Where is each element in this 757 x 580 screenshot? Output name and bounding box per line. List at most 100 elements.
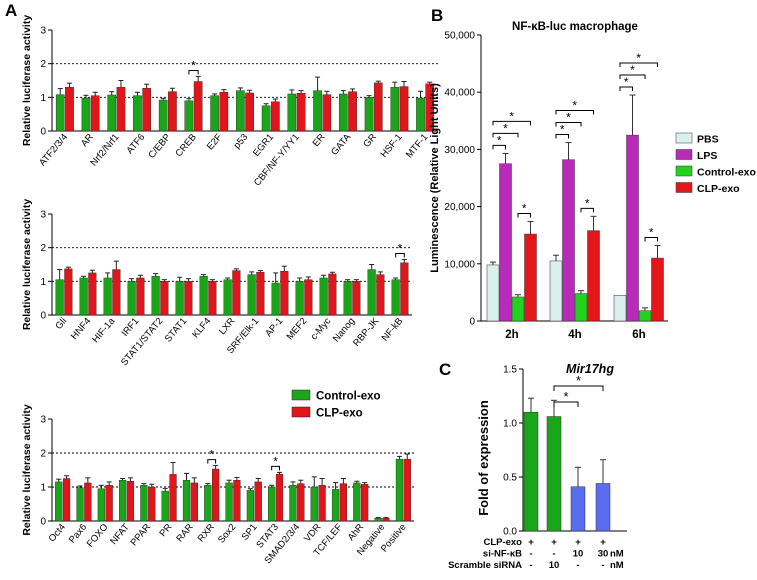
bar-clp-exo	[256, 272, 265, 316]
significance-bracket	[644, 236, 658, 242]
x-tick-label: NF-kB	[380, 316, 406, 344]
bar-control-exo	[204, 485, 212, 522]
significance-bracket	[492, 120, 531, 126]
y-axis-label: Relative luciferase activity	[21, 15, 33, 146]
significance-bracket	[492, 132, 519, 138]
bar-clp-exo	[304, 279, 313, 316]
bar-clp-exo	[64, 268, 73, 316]
bar-clp-exo	[62, 478, 71, 522]
bar-clp-exo	[339, 483, 347, 522]
bar-control-exo	[184, 100, 194, 132]
bar-clp-exo	[208, 281, 217, 316]
bar-control-exo	[133, 95, 142, 132]
x-tick-label: E2F	[205, 132, 225, 153]
bar-control-exo	[574, 293, 588, 322]
bar-clp-exo	[322, 94, 332, 132]
x-tick-label: HSF-1	[379, 132, 405, 160]
y-tick-label: 1	[40, 483, 46, 494]
bar-control-exo	[390, 87, 400, 132]
bar-control-exo	[225, 482, 233, 522]
bar-pbs	[549, 260, 563, 322]
y-tick-label: 2	[40, 243, 46, 254]
bar-clp-exo	[382, 518, 390, 522]
significance-bracket	[492, 144, 506, 150]
bar-control-exo	[151, 276, 160, 316]
bar-clp-exo	[112, 269, 121, 316]
significance-star: *	[576, 373, 581, 388]
significance-bracket	[207, 459, 217, 464]
significance-bracket	[553, 385, 604, 391]
y-tick-label: 3	[40, 26, 46, 37]
table-row-label: CLP-exo	[483, 537, 522, 548]
x-tick-label: IRF1	[120, 316, 142, 339]
y-tick-label: 1.5	[503, 365, 517, 376]
significance-star: *	[636, 51, 641, 65]
bar-control-exo	[182, 480, 191, 522]
bar-clp-exo	[271, 101, 280, 132]
significance-bracket	[619, 86, 633, 92]
x-tick-label: AP-1	[263, 316, 285, 339]
x-tick-label: FOXO	[85, 522, 111, 550]
x-tick-label: Oct4	[47, 522, 68, 544]
bar-clp-exo	[318, 485, 326, 522]
x-tick-label: LXR	[217, 316, 237, 337]
bar-clp-exo	[524, 233, 537, 322]
x-tick-label: PPAR	[129, 522, 154, 548]
bar-clp-exo	[232, 270, 241, 316]
x-tick-label: EGR1	[251, 132, 276, 159]
table-unit: nM	[610, 549, 624, 560]
bar-control-exo	[127, 281, 136, 316]
significance-bracket	[555, 122, 582, 127]
significance-star: *	[273, 454, 278, 468]
significance-star: *	[572, 99, 577, 113]
bar-clp-exo	[587, 230, 600, 322]
y-tick-label: 20,000	[444, 202, 475, 213]
bar-control-exo	[374, 518, 382, 522]
bar-clp-exo	[348, 91, 357, 132]
y-tick-label: 1	[40, 277, 46, 288]
legend-label: Control-exo	[697, 167, 756, 179]
significance-bracket	[395, 252, 405, 258]
x-tick-label: C/EBP	[146, 132, 173, 161]
bar-control-exo	[158, 99, 168, 132]
x-tick-label: PR	[158, 522, 175, 539]
table-cell: -	[529, 549, 532, 560]
bar-clp-exo	[90, 95, 100, 132]
bar-control-exo	[97, 488, 105, 522]
significance-bracket	[619, 62, 658, 68]
bar-control-exo	[271, 282, 280, 316]
bar-pbs	[613, 295, 627, 322]
bar-clp-exo	[116, 87, 126, 132]
y-tick-label: 3	[40, 210, 46, 221]
bar-lps	[562, 159, 575, 322]
x-tick-label: NFAT	[108, 522, 132, 547]
significance-star: *	[503, 121, 508, 135]
bar-clp-exo	[651, 257, 664, 322]
y-tick-label: 2	[40, 59, 46, 70]
y-tick-label: 0	[40, 311, 46, 322]
bar-lps	[499, 163, 512, 322]
bar-control-exo	[343, 281, 352, 316]
y-axis-label: Relative luciferase activity	[21, 404, 33, 535]
table-cell: +	[551, 537, 557, 548]
bar-control-exo	[261, 105, 271, 132]
x-tick-label: p53	[232, 132, 251, 151]
bar-clp-exo	[373, 82, 383, 132]
bar-control-exo	[210, 95, 219, 132]
bar-clp-exo	[142, 88, 152, 132]
bar-control-exo	[103, 277, 112, 316]
bar-control-exo	[367, 269, 376, 316]
table-cell: +	[528, 537, 534, 548]
significance-star: *	[497, 133, 502, 147]
legend-label: CLP-exo	[316, 408, 363, 420]
bar	[595, 483, 611, 532]
bar-clp-exo	[169, 474, 177, 522]
significance-star: *	[522, 201, 527, 215]
bar-control-exo	[161, 490, 169, 522]
bar-control-exo	[76, 487, 84, 522]
bar-clp-exo	[148, 486, 156, 522]
bar-clp-exo	[212, 468, 220, 522]
bar-control-exo	[140, 485, 148, 522]
y-tick-label: 1.0	[503, 419, 517, 430]
